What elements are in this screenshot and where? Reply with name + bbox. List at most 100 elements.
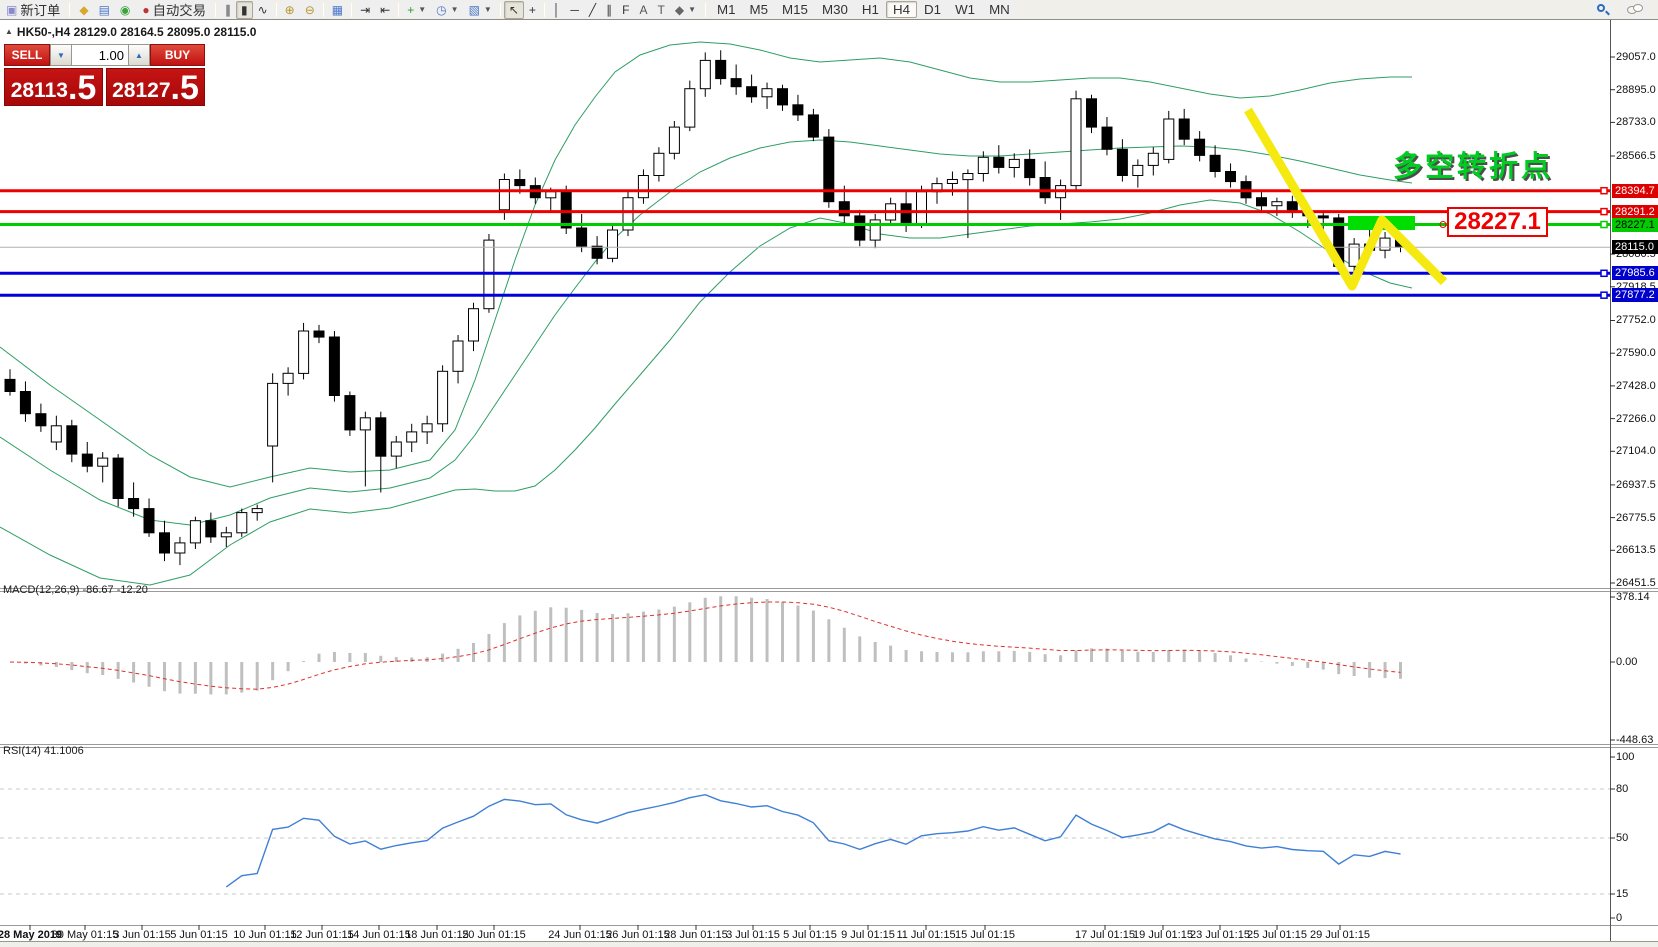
candlestick-chart-button[interactable]: ▮	[235, 0, 253, 19]
new-order-icon: ▣	[6, 2, 18, 17]
equidistant-channel-icon: ∥	[606, 2, 613, 17]
timeframe-m1[interactable]: M1	[710, 1, 743, 18]
shapes-button[interactable]: ◆ ▼	[669, 0, 702, 19]
text-button[interactable]: A	[634, 0, 653, 19]
chart-symbol-title: ▲ HK50-,H4 28129.0 28164.5 28095.0 28115.…	[5, 25, 257, 39]
search-button[interactable]	[1591, 0, 1614, 19]
buy-price: 28127	[112, 79, 171, 102]
chat-button[interactable]	[1622, 0, 1648, 19]
text-label-button[interactable]: T	[652, 0, 670, 19]
cursor-button[interactable]: ↖	[503, 0, 524, 19]
turning-point-annotation[interactable]: 多空转折点	[1393, 151, 1554, 183]
periods-button[interactable]: ◷ ▼	[431, 0, 464, 19]
line-chart-icon: ∿	[257, 2, 268, 17]
chevron-down-icon: ▼	[450, 5, 459, 14]
toolbar-separator	[214, 2, 216, 17]
timeframe-m15[interactable]: M15	[775, 1, 815, 18]
timeframe-mn[interactable]: MN	[982, 1, 1017, 18]
autotrade-icon: ●	[142, 2, 150, 17]
sell-price-frac: .5	[67, 69, 97, 107]
macd-signal-line	[9, 601, 1401, 690]
timeframe-h1[interactable]: H1	[854, 1, 886, 18]
toolbar-separator	[69, 2, 71, 17]
collapse-arrow-icon[interactable]: ▲	[5, 27, 13, 36]
tester-button[interactable]: ◆	[74, 0, 94, 19]
volume-input[interactable]	[72, 44, 128, 66]
volume-increase-button[interactable]: ▲	[128, 44, 150, 66]
indicators-button[interactable]: + ▼	[402, 0, 432, 19]
one-click-trading-panel: SELL ▼ ▲ BUY 28113.5 28127.5	[4, 44, 205, 106]
horizontal-line-objects[interactable]	[0, 186, 1610, 299]
crosshair-icon: +	[528, 2, 536, 17]
timeframe-h4[interactable]: H4	[885, 1, 918, 18]
fibonacci-icon: F	[622, 2, 630, 17]
trendline-icon: ╱	[588, 2, 597, 17]
vertical-line-icon: │	[552, 2, 561, 17]
templates-icon: ▧	[468, 2, 480, 17]
market-watch-button[interactable]: ▤	[93, 0, 115, 19]
main-toolbar: ▣ 新订单 ◆ ▤ ◉ ● 自动交易 ∥ ▮ ∿ ⊕ ⊖ ▦ ⇥ ⇤ + ▼ ◷ ▼ ▧ ▼ ↖ + │ ─ ╱ ∥ F A T…	[0, 0, 1658, 20]
yellow-zigzag-annotation[interactable]	[1244, 107, 1448, 291]
volume-stepper: ▼ ▲	[50, 44, 150, 66]
rsi-indicator-label: RSI(14) 41.1006	[3, 745, 84, 757]
chat-icon	[1627, 3, 1643, 16]
tester-icon: ◆	[79, 2, 89, 17]
line-chart-button[interactable]: ∿	[252, 0, 273, 19]
sell-button[interactable]: SELL	[4, 44, 50, 66]
chart-shift-icon: ⇤	[380, 2, 391, 17]
bar-chart-button[interactable]: ∥	[219, 0, 236, 19]
zoom-out-button[interactable]: ⊖	[299, 0, 320, 19]
auto-scroll-icon: ⇥	[360, 2, 371, 17]
signals-icon: ◉	[119, 2, 131, 17]
new-order-label: 新订单	[20, 3, 61, 18]
timeframe-m5[interactable]: M5	[742, 1, 776, 18]
tile-windows-icon: ▦	[331, 2, 344, 17]
chevron-down-icon: ▼	[483, 5, 492, 14]
autotrade-button[interactable]: ● 自动交易	[137, 0, 211, 19]
timeframe-d1[interactable]: D1	[917, 1, 949, 18]
sell-price: 28113	[10, 79, 68, 102]
buy-price-panel[interactable]: 28127.5	[106, 68, 205, 106]
axis-ticks	[29, 56, 1615, 930]
buy-button[interactable]: BUY	[150, 44, 205, 66]
horizontal-line-icon: ─	[570, 2, 579, 17]
new-order-button[interactable]: ▣ 新订单	[1, 0, 66, 19]
auto-scroll-button[interactable]: ⇥	[355, 0, 376, 19]
price-tag-annotation[interactable]: 28227.1	[1447, 207, 1548, 237]
toolbar-separator	[499, 2, 501, 17]
chart-shift-button[interactable]: ⇤	[375, 0, 396, 19]
candles	[4, 50, 1406, 566]
periods-icon: ◷	[436, 2, 447, 17]
trendline-button[interactable]: ╱	[583, 0, 602, 19]
price-tag-anchor	[1439, 221, 1447, 228]
pane-separators	[0, 20, 1658, 941]
sell-price-panel[interactable]: 28113.5	[4, 68, 103, 106]
fibonacci-button[interactable]: F	[617, 0, 635, 19]
macd-histogram	[23, 596, 1402, 695]
equidistant-channel-button[interactable]: ∥	[601, 0, 618, 19]
toolbar-separator	[398, 2, 400, 17]
timeframe-m30[interactable]: M30	[814, 1, 855, 18]
signals-button[interactable]: ◉	[114, 0, 136, 19]
bar-chart-icon: ∥	[224, 2, 231, 17]
toolbar-separator	[543, 2, 545, 17]
chevron-down-icon: ▼	[418, 5, 427, 14]
indicators-icon: +	[407, 2, 415, 17]
toolbar-separator	[705, 2, 707, 17]
vertical-line-button[interactable]: │	[547, 0, 566, 19]
crosshair-button[interactable]: +	[523, 0, 541, 19]
market-watch-icon: ▤	[98, 2, 110, 17]
timeframe-w1[interactable]: W1	[948, 1, 983, 18]
templates-button[interactable]: ▧ ▼	[463, 0, 497, 19]
zoom-in-button[interactable]: ⊕	[279, 0, 300, 19]
tile-windows-button[interactable]: ▦	[326, 0, 349, 19]
zoom-in-icon: ⊕	[284, 2, 295, 17]
toolbar-separator	[275, 2, 277, 17]
buy-price-frac: .5	[170, 69, 199, 107]
volume-decrease-button[interactable]: ▼	[50, 44, 72, 66]
horizontal-line-button[interactable]: ─	[565, 0, 584, 19]
text-label-icon: T	[657, 2, 665, 17]
candlestick-chart-icon: ▮	[240, 2, 248, 17]
shapes-icon: ◆	[674, 2, 685, 17]
